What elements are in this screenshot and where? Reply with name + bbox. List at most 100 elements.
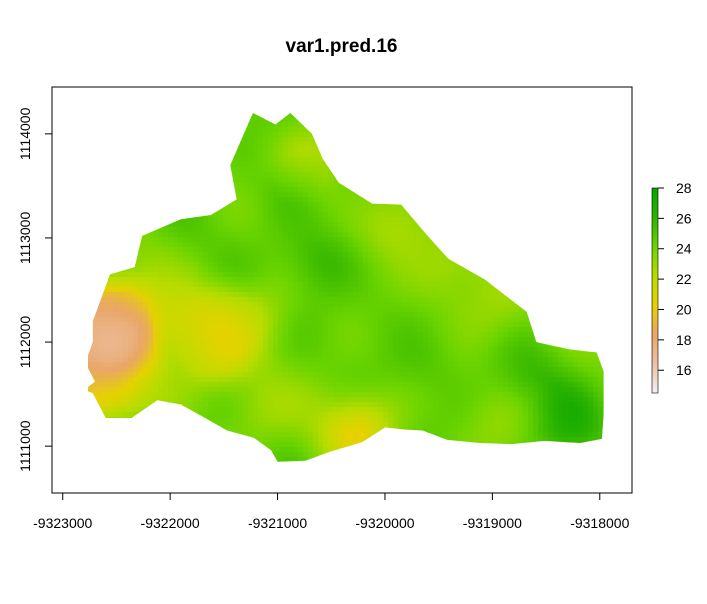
raster-cell — [428, 232, 434, 238]
raster-cell — [268, 362, 274, 368]
raster-cell — [143, 322, 149, 328]
raster-cell — [293, 347, 299, 353]
raster-cell — [393, 292, 399, 298]
raster-cell — [288, 147, 294, 153]
raster-cell — [103, 442, 109, 448]
raster-cell — [328, 457, 334, 462]
raster-cell — [333, 192, 339, 198]
raster-cell — [443, 217, 449, 223]
raster-cell — [423, 222, 429, 228]
raster-cell — [268, 447, 274, 453]
raster-cell — [313, 432, 319, 438]
raster-cell — [133, 277, 139, 283]
raster-cell — [338, 227, 344, 233]
raster-cell — [413, 422, 419, 428]
raster-cell — [213, 432, 219, 438]
raster-cell — [123, 267, 129, 273]
raster-cell — [108, 372, 114, 378]
raster-cell — [198, 417, 204, 423]
raster-cell — [268, 113, 274, 118]
raster-cell — [93, 257, 99, 263]
raster-cell — [178, 207, 184, 213]
raster-cell — [333, 117, 339, 123]
raster-cell — [398, 247, 404, 253]
raster-cell — [143, 247, 149, 253]
raster-cell — [263, 177, 269, 183]
raster-cell — [228, 417, 234, 423]
raster-cell — [228, 447, 234, 453]
raster-cell — [303, 457, 309, 462]
raster-cell — [173, 217, 179, 223]
raster-cell — [248, 207, 254, 213]
raster-cell — [188, 227, 194, 233]
raster-cell — [353, 132, 359, 138]
raster-cell — [308, 342, 314, 348]
raster-cell — [228, 412, 234, 418]
raster-cell — [348, 347, 354, 353]
raster-cell — [158, 137, 164, 143]
raster-cell — [308, 292, 314, 298]
raster-cell — [283, 267, 289, 273]
raster-cell — [418, 202, 424, 208]
raster-cell — [188, 417, 194, 423]
raster-cell — [178, 197, 184, 203]
raster-cell — [328, 137, 334, 143]
raster-cell — [398, 162, 404, 168]
raster-cell — [303, 447, 309, 453]
raster-cell — [373, 352, 379, 358]
raster-cell — [148, 337, 154, 343]
raster-cell — [133, 372, 139, 378]
raster-cell — [193, 387, 199, 393]
raster-cell — [303, 232, 309, 238]
raster-cell — [358, 297, 364, 303]
raster-cell — [103, 322, 109, 328]
raster-cell — [253, 337, 259, 343]
raster-cell — [373, 292, 379, 298]
raster-cell — [138, 422, 144, 428]
raster-cell — [278, 202, 284, 208]
raster-cell — [298, 237, 304, 243]
raster-cell — [333, 247, 339, 253]
raster-cell — [138, 432, 144, 438]
raster-cell — [98, 377, 104, 383]
raster-cell — [158, 327, 164, 333]
raster-cell — [103, 182, 109, 188]
raster-cell — [318, 237, 324, 243]
raster-cell — [208, 267, 214, 273]
raster-cell — [348, 357, 354, 363]
raster-cell — [88, 422, 94, 428]
raster-cell — [228, 302, 234, 308]
raster-cell — [408, 367, 414, 373]
raster-cell — [133, 257, 139, 263]
raster-cell — [318, 192, 324, 198]
raster-cell — [383, 407, 389, 413]
raster-cell — [333, 407, 339, 413]
raster-cell — [388, 447, 394, 453]
raster-cell — [183, 382, 189, 388]
raster-cell — [358, 347, 364, 353]
raster-cell — [108, 212, 114, 218]
raster-cell — [278, 442, 284, 448]
raster-cell — [263, 457, 269, 462]
raster-cell — [148, 227, 154, 233]
raster-cell — [428, 282, 434, 288]
raster-cell — [88, 352, 94, 358]
raster-cell — [258, 282, 264, 288]
raster-cell — [218, 442, 224, 448]
raster-cell — [153, 247, 159, 253]
raster-cell — [93, 342, 99, 348]
raster-cell — [173, 297, 179, 303]
raster-cell — [303, 207, 309, 213]
raster-cell — [118, 113, 124, 118]
raster-cell — [203, 377, 209, 383]
raster-cell — [108, 437, 114, 443]
raster-cell — [298, 392, 304, 398]
raster-cell — [168, 372, 174, 378]
raster-cell — [98, 222, 104, 228]
raster-cell — [408, 187, 414, 193]
raster-cell — [308, 447, 314, 453]
raster-cell — [288, 257, 294, 263]
raster-cell — [218, 187, 224, 193]
raster-cell — [183, 262, 189, 268]
raster-cell — [178, 432, 184, 438]
